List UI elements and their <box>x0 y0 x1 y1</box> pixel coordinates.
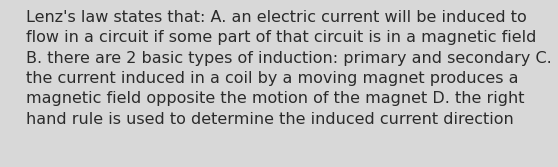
Text: Lenz's law states that: A. an electric current will be induced to
flow in a circ: Lenz's law states that: A. an electric c… <box>26 10 551 127</box>
